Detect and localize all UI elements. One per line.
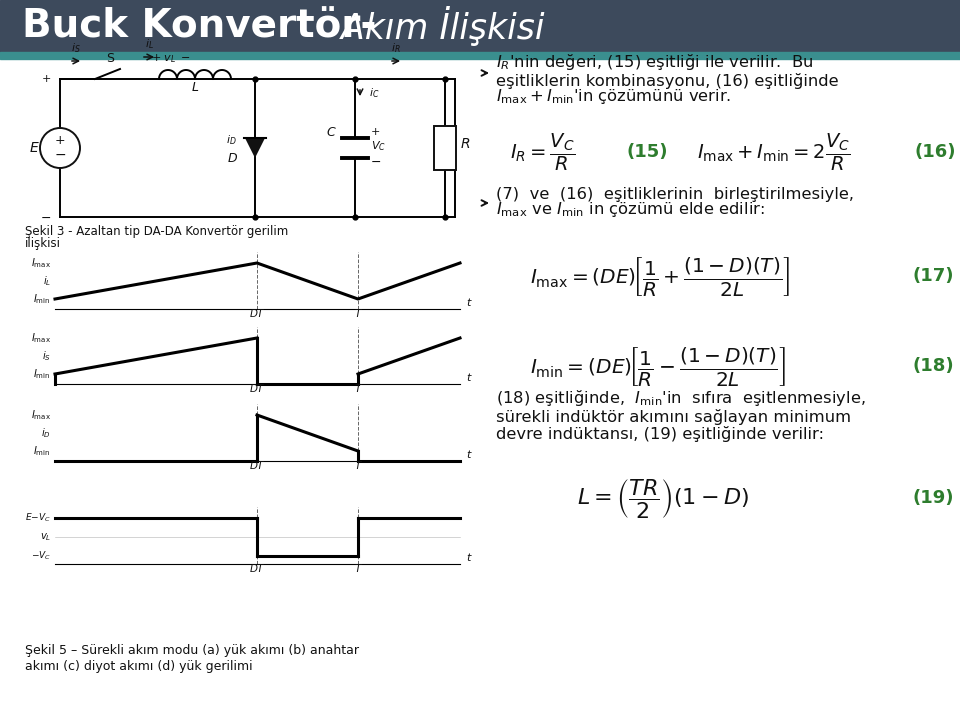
Text: E: E	[29, 141, 38, 155]
Text: −: −	[371, 156, 381, 168]
Text: sürekli indüktör akımını sağlayan minimum: sürekli indüktör akımını sağlayan minimu…	[496, 409, 852, 425]
Bar	[434, 126, 456, 170]
Text: t: t	[466, 298, 470, 308]
Text: $I_R = \dfrac{V_C}{R}$: $I_R = \dfrac{V_C}{R}$	[510, 131, 575, 173]
Text: $i_L$: $i_L$	[145, 37, 154, 51]
Text: −: −	[40, 212, 51, 225]
Text: $i_D$: $i_D$	[41, 426, 51, 440]
Text: eşitliklerin kombinasyonu, (16) eşitliğinde: eşitliklerin kombinasyonu, (16) eşitliği…	[496, 73, 839, 89]
Text: $-V_C$: $-V_C$	[31, 550, 51, 562]
Text: C: C	[326, 125, 335, 138]
Text: $I_{\mathrm{max}} = (DE)\!\left[\dfrac{1}{R} + \dfrac{(1-D)(T)}{2L}\right]$: $I_{\mathrm{max}} = (DE)\!\left[\dfrac{1…	[530, 255, 790, 298]
Text: $L = \left(\dfrac{TR}{2}\right)(1 - D)$: $L = \left(\dfrac{TR}{2}\right)(1 - D)$	[577, 477, 749, 520]
Text: $I_{\min}$: $I_{\min}$	[34, 444, 51, 458]
Text: $E\!-\!V_C$: $E\!-\!V_C$	[25, 512, 51, 524]
Bar	[0, 52, 960, 59]
Text: ilişkisi: ilişkisi	[25, 237, 61, 250]
Text: (18) eşitliğinde,  $I_{\mathrm{min}}$'in  sıfıra  eşitlenmesiyle,: (18) eşitliğinde, $I_{\mathrm{min}}$'in …	[496, 388, 866, 408]
Text: akımı (c) diyot akımı (d) yük gerilimi: akımı (c) diyot akımı (d) yük gerilimi	[25, 660, 252, 673]
Text: $i_L$: $i_L$	[43, 274, 51, 288]
Text: $I_{\min}$: $I_{\min}$	[34, 367, 51, 381]
Text: $V_C$: $V_C$	[371, 139, 386, 153]
Text: $I_{\max}$: $I_{\max}$	[31, 256, 51, 270]
Text: (16): (16)	[914, 143, 955, 161]
Text: $I_R$'nin değeri, (15) eşitliği ile verilir.  Bu: $I_R$'nin değeri, (15) eşitliği ile veri…	[496, 52, 813, 72]
Text: $i_C$: $i_C$	[369, 86, 379, 100]
Circle shape	[40, 128, 80, 168]
Text: Şekil 3 - Azaltan tip DA-DA Konvertör gerilim: Şekil 3 - Azaltan tip DA-DA Konvertör ge…	[25, 225, 288, 238]
Text: L: L	[191, 81, 199, 94]
Text: Akım İlişkisi: Akım İlişkisi	[330, 6, 544, 46]
Text: t: t	[466, 450, 470, 460]
Text: Buck Konvertör-: Buck Konvertör-	[22, 7, 376, 45]
Text: devre indüktansı, (19) eşitliğinde verilir:: devre indüktansı, (19) eşitliğinde veril…	[496, 426, 824, 442]
Text: (19): (19)	[912, 489, 953, 507]
Text: $i_S$: $i_S$	[71, 41, 81, 55]
Text: +: +	[55, 135, 65, 148]
Text: $I_{\mathrm{max}}$ ve $I_{\mathrm{min}}$ in çözümü elde edilir:: $I_{\mathrm{max}}$ ve $I_{\mathrm{min}}$…	[496, 200, 765, 219]
Text: +: +	[41, 74, 51, 84]
Text: Şekil 5 – Sürekli akım modu (a) yük akımı (b) anahtar: Şekil 5 – Sürekli akım modu (a) yük akım…	[25, 644, 359, 657]
Text: $v_L$: $v_L$	[39, 531, 51, 543]
Text: (15): (15)	[627, 143, 668, 161]
Text: $I_{\max}$: $I_{\max}$	[31, 331, 51, 345]
Text: $i_D$: $i_D$	[227, 133, 237, 147]
Text: $i_R$: $i_R$	[391, 41, 401, 55]
Text: $+\ v_L\ -$: $+\ v_L\ -$	[151, 52, 191, 65]
Text: R: R	[461, 137, 470, 151]
Text: $i_S$: $i_S$	[42, 349, 51, 363]
Text: DT: DT	[250, 384, 264, 394]
Text: (17): (17)	[912, 267, 953, 285]
Text: t: t	[466, 553, 470, 563]
Text: T: T	[355, 461, 361, 471]
Text: +: +	[371, 127, 380, 137]
Text: T: T	[355, 309, 361, 319]
Text: $I_{\mathrm{max}} + I_{\mathrm{min}} = 2\dfrac{V_C}{R}$: $I_{\mathrm{max}} + I_{\mathrm{min}} = 2…	[697, 131, 851, 173]
Text: T: T	[355, 384, 361, 394]
Polygon shape	[245, 138, 265, 158]
Text: $I_{\mathrm{max}} + I_{\mathrm{min}}$'in çözümünü verir.: $I_{\mathrm{max}} + I_{\mathrm{min}}$'in…	[496, 87, 732, 106]
Text: (7)  ve  (16)  eşitliklerinin  birleştirilmesiyle,: (7) ve (16) eşitliklerinin birleştirilme…	[496, 187, 854, 202]
Text: DT: DT	[250, 461, 264, 471]
Text: S: S	[106, 52, 114, 65]
Text: t: t	[466, 373, 470, 383]
Text: DT: DT	[250, 309, 264, 319]
Bar	[0, 0, 960, 52]
Text: (18): (18)	[912, 357, 953, 375]
Text: $I_{\mathrm{min}} = (DE)\!\left[\dfrac{1}{R} - \dfrac{(1-D)(T)}{2L}\right]$: $I_{\mathrm{min}} = (DE)\!\left[\dfrac{1…	[530, 344, 786, 387]
Text: DT: DT	[250, 564, 264, 574]
Text: D: D	[228, 151, 237, 164]
Text: $I_{\min}$: $I_{\min}$	[34, 292, 51, 306]
Text: $I_{\max}$: $I_{\max}$	[31, 408, 51, 422]
Text: T: T	[355, 564, 361, 574]
Text: −: −	[54, 148, 66, 162]
